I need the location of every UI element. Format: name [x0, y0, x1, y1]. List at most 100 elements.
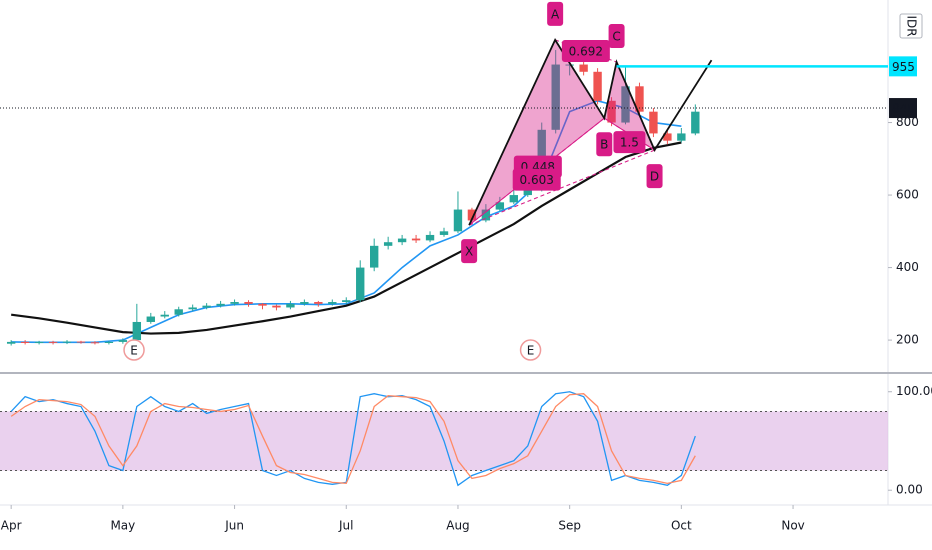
candle-body — [230, 302, 239, 304]
ratio-text: 0.692 — [569, 44, 603, 58]
y-tick-label: 400 — [896, 260, 919, 274]
event-marker — [123, 339, 145, 361]
candle-body — [411, 238, 421, 241]
x-tick-label: Apr — [1, 519, 22, 533]
candle-body — [425, 234, 435, 241]
point-box — [646, 164, 663, 189]
ratio-text: 1.5 — [620, 136, 639, 150]
candle-body — [439, 231, 449, 235]
candle-body — [453, 209, 463, 232]
x-tick-label: Nov — [781, 519, 804, 533]
point-box — [596, 132, 613, 157]
candle-body — [20, 341, 30, 343]
candle-body — [481, 209, 491, 221]
candle-body — [272, 305, 281, 308]
point-text: B — [600, 138, 608, 152]
candle-body — [6, 341, 16, 344]
candle-body — [118, 340, 128, 342]
ratio-label: 0.692 — [561, 39, 610, 62]
ratio-box — [512, 168, 561, 191]
candle-body — [509, 195, 518, 203]
point-label: A — [547, 1, 564, 26]
point-box — [608, 24, 625, 48]
candle-body — [34, 341, 44, 343]
candle-body — [48, 341, 58, 343]
stoch-line — [10, 393, 696, 485]
pattern-path — [468, 38, 713, 226]
target-label: 955 — [892, 60, 915, 74]
point-box — [461, 239, 478, 264]
candle-body — [649, 111, 658, 134]
candle-body — [258, 303, 267, 306]
candle-body — [300, 302, 309, 304]
candle-body — [356, 267, 365, 301]
event-label: E — [130, 344, 138, 358]
candle-body — [244, 302, 253, 304]
candle-body — [160, 314, 169, 317]
candle-body — [202, 305, 211, 308]
point-text: X — [465, 245, 473, 259]
point-label: B — [596, 132, 613, 157]
candle-body — [383, 242, 393, 246]
candle-body — [62, 341, 72, 343]
x-tick-label: Jun — [224, 519, 244, 533]
candle-body — [551, 64, 560, 130]
candle-body — [397, 238, 407, 243]
candle-body — [607, 100, 616, 123]
ratio-text: 0.603 — [520, 173, 554, 187]
stoch-line — [10, 391, 696, 487]
point-text: C — [612, 30, 620, 44]
candle-body — [663, 133, 672, 141]
ratio-box — [613, 131, 646, 154]
x-tick-label: Oct — [671, 519, 692, 533]
x-tick-label: Aug — [446, 519, 469, 533]
y-tick-label: 200 — [896, 333, 919, 347]
candle-body — [76, 341, 86, 343]
candle-body — [174, 309, 183, 315]
candle-body — [90, 342, 100, 344]
candle-body — [370, 245, 379, 268]
candle-body — [342, 300, 351, 303]
currency-box — [899, 13, 923, 39]
candle-body — [565, 64, 574, 66]
point-text: D — [650, 170, 659, 184]
point-label: C — [608, 24, 625, 48]
candle-body — [286, 303, 295, 308]
event-marker — [519, 339, 542, 361]
last-price-label: 840 — [892, 102, 915, 116]
y-tick-label: 600 — [896, 188, 919, 202]
last-price-box — [889, 98, 917, 119]
event-label: E — [527, 344, 535, 358]
candle-body — [328, 302, 337, 304]
candle-body — [523, 187, 532, 196]
candle-body — [495, 202, 505, 210]
y-tick-label: 800 — [896, 115, 919, 129]
candle-body — [188, 307, 197, 310]
point-text: A — [551, 7, 560, 21]
point-label: X — [461, 239, 478, 264]
moving-average — [11, 141, 682, 335]
currency-label: IDR — [905, 15, 919, 36]
candle-body — [593, 71, 602, 101]
x-tick-label: Jul — [338, 519, 353, 533]
candle-body — [104, 341, 114, 343]
candle-body — [635, 86, 644, 112]
candle-body — [314, 302, 323, 304]
candle-body — [467, 209, 477, 221]
candle-body — [216, 303, 225, 306]
candle-body — [579, 64, 588, 72]
target-box — [889, 56, 917, 77]
candle-body — [677, 133, 686, 141]
candle-body — [146, 316, 155, 322]
ratio-label: 0.603 — [512, 168, 561, 191]
x-tick-label: Sep — [558, 519, 581, 533]
x-tick-label: May — [110, 519, 135, 533]
candle-body — [132, 321, 142, 341]
candle-body — [691, 111, 700, 134]
ratio-label: 1.5 — [613, 131, 646, 154]
candle-body — [621, 86, 630, 123]
y-tick-label: 100.00 — [896, 384, 932, 398]
y-tick-label: 0.00 — [896, 483, 923, 497]
ratio-box — [561, 39, 610, 62]
